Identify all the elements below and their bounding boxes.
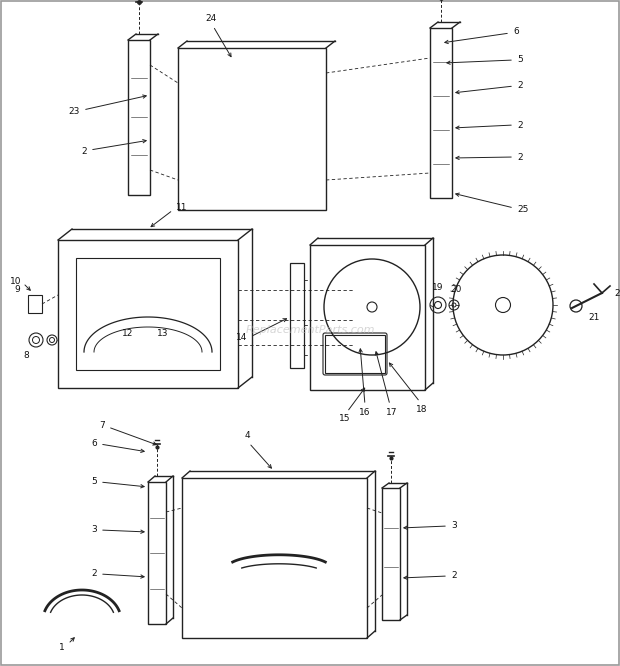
Bar [76,258,220,370]
Text: 5: 5 [517,55,523,63]
Text: 17: 17 [386,408,398,417]
Text: 15: 15 [339,414,351,423]
Text: 7: 7 [99,420,105,430]
Text: 2: 2 [91,569,97,579]
Text: 2: 2 [517,121,523,129]
Text: 14: 14 [236,334,247,342]
Text: 2: 2 [451,571,456,581]
Text: 6: 6 [91,440,97,448]
Text: 24: 24 [205,14,216,23]
Text: 20: 20 [450,284,462,294]
Bar [58,240,238,388]
Text: 5: 5 [91,478,97,486]
Text: 1: 1 [59,643,65,653]
Text: 3: 3 [91,525,97,535]
Bar [182,478,367,638]
Bar [148,482,166,624]
Text: 2: 2 [517,153,523,161]
Text: 8: 8 [23,352,29,360]
Text: 3: 3 [451,521,457,531]
Text: 21: 21 [588,314,600,322]
Text: 2: 2 [517,81,523,91]
Text: 10: 10 [9,276,21,286]
Text: 9: 9 [14,286,20,294]
Text: 11: 11 [176,204,187,212]
Text: 12: 12 [122,330,134,338]
Bar [310,245,425,390]
Bar [325,335,385,373]
Text: 13: 13 [157,330,169,338]
Text: 19: 19 [432,282,444,292]
Bar [28,295,42,313]
Text: 2: 2 [81,147,87,155]
Text: 4: 4 [244,431,250,440]
Text: 25: 25 [517,204,528,214]
Text: 16: 16 [359,408,371,417]
Bar [178,48,326,210]
Text: 18: 18 [416,405,428,414]
Bar [128,40,150,195]
Text: 23: 23 [69,107,80,115]
Text: 22: 22 [614,288,620,298]
Text: 6: 6 [513,27,519,37]
Bar [430,28,452,198]
Text: ReplacementParts.com: ReplacementParts.com [246,325,374,335]
Bar [290,263,304,368]
Bar [382,488,400,620]
